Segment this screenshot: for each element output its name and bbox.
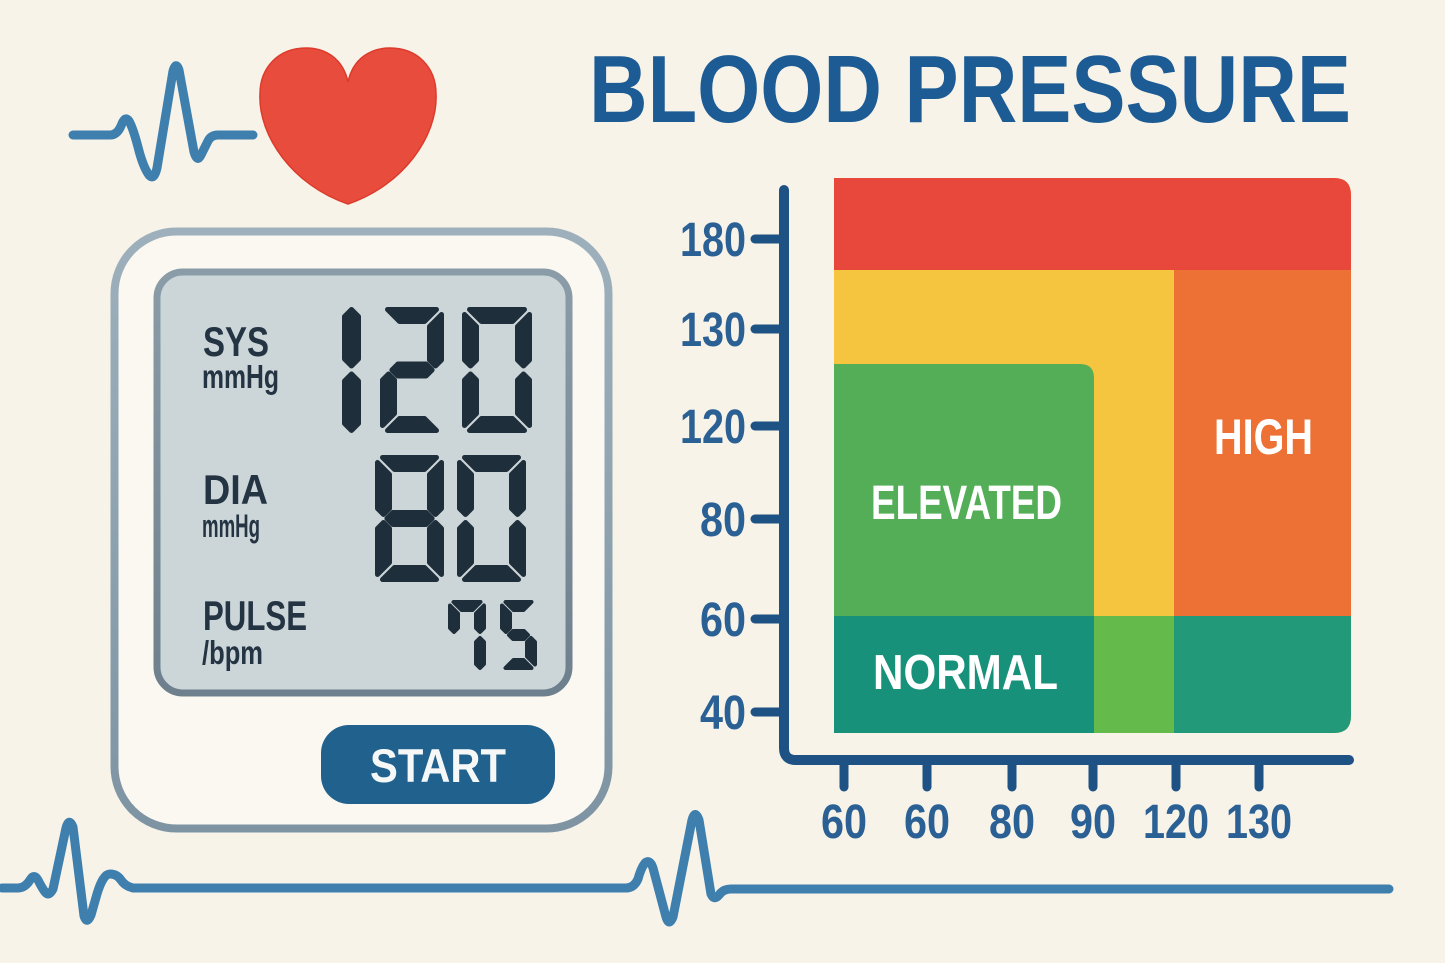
svg-text:180: 180 [680,214,746,267]
svg-text:130: 130 [1226,796,1292,849]
svg-text:SYS: SYS [203,318,269,365]
svg-text:ELEVATED: ELEVATED [871,477,1062,530]
svg-text:120: 120 [1143,796,1209,849]
svg-text:mmHg: mmHg [202,508,260,544]
svg-text:PULSE: PULSE [203,592,307,639]
svg-text:130: 130 [680,304,746,357]
svg-text:BLOOD PRESSURE: BLOOD PRESSURE [589,36,1351,143]
svg-text:DIA: DIA [203,466,268,513]
svg-text:START: START [370,739,506,792]
svg-text:mmHg: mmHg [202,358,279,395]
svg-text:60: 60 [700,594,746,647]
svg-text:HIGH: HIGH [1214,409,1313,465]
svg-text:120: 120 [680,401,746,454]
svg-text:90: 90 [1070,796,1116,849]
svg-text:80: 80 [700,494,746,547]
svg-text:/bpm: /bpm [202,634,263,671]
svg-text:60: 60 [821,796,867,849]
svg-text:NORMAL: NORMAL [873,646,1058,700]
svg-text:60: 60 [904,796,950,849]
svg-text:40: 40 [700,687,746,740]
svg-text:80: 80 [989,796,1035,849]
